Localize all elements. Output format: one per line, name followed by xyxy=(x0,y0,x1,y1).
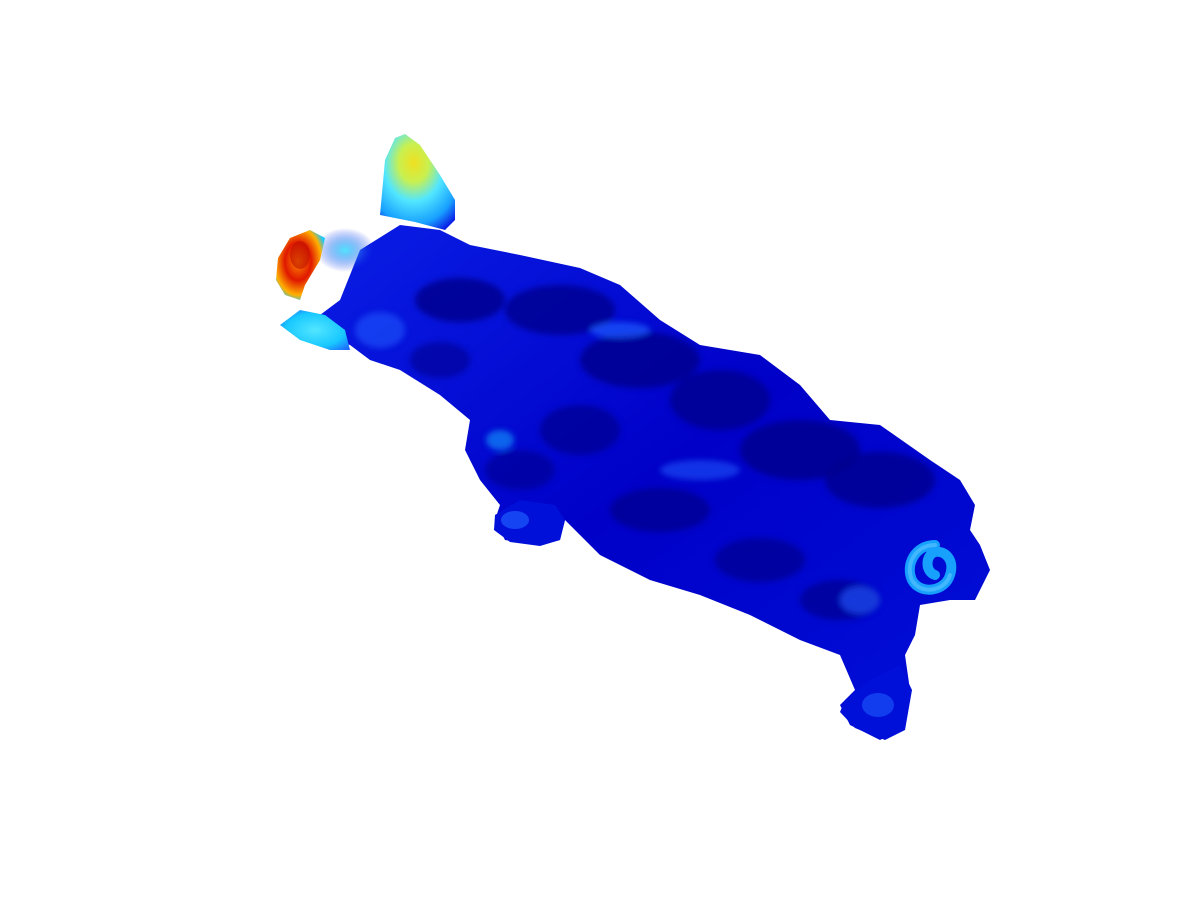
tail xyxy=(904,540,957,595)
right-ear xyxy=(380,134,455,230)
head-highlight xyxy=(315,228,375,272)
rear-leg xyxy=(840,665,912,740)
left-ear xyxy=(280,310,350,350)
pig-body xyxy=(300,225,990,740)
snout xyxy=(276,230,325,300)
body-texture xyxy=(355,278,935,716)
front-leg xyxy=(494,500,565,546)
